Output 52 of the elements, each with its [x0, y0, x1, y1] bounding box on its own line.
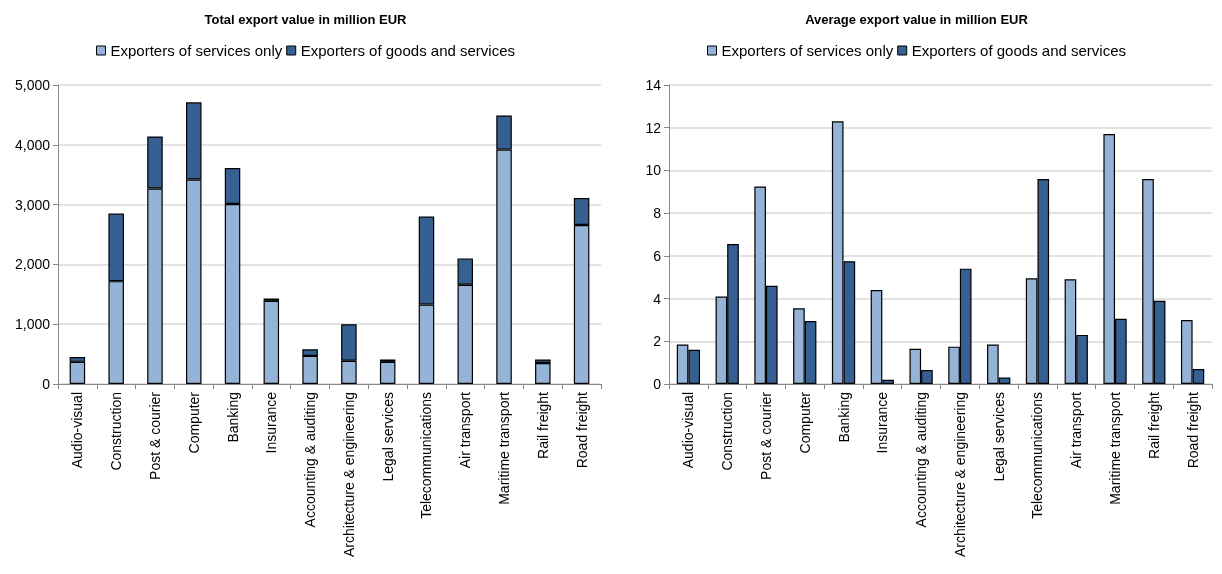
legend-label: Exporters of services only: [721, 42, 894, 59]
y-tick-label: 5,000: [14, 77, 51, 93]
bar: [535, 363, 551, 384]
y-tick-label: 2: [653, 333, 662, 350]
y-tick-label: 2,000: [14, 256, 51, 273]
x-tick-label: Air transport: [457, 391, 474, 469]
y-tick-label: 10: [645, 162, 662, 179]
y-tick-label: 8: [653, 205, 662, 222]
x-tick-label: Construction: [719, 392, 736, 471]
x-tick-label: Post & courier: [146, 391, 163, 480]
y-tick-label: 6: [653, 247, 662, 264]
chart-title: Average export value in million EUR: [805, 12, 1029, 27]
x-tick-label: Accounting & auditing: [913, 392, 930, 528]
x-tick-label: Audio-visual: [680, 392, 697, 469]
x-tick-label: Post & courier: [757, 391, 774, 480]
x-tick-label: Computer: [185, 391, 202, 454]
x-tick-label: Accounting & auditing: [302, 392, 319, 528]
legend-label: Exporters of goods and services: [911, 42, 1127, 59]
x-tick-label: Rail freight: [534, 391, 551, 459]
x-tick-label: Legal services: [379, 392, 396, 482]
x-tick-label: Telecommunications: [418, 392, 435, 519]
legend-label: Exporters of goods and services: [300, 42, 516, 59]
x-tick-label: Computer: [796, 391, 813, 454]
x-tick-label: Banking: [224, 392, 241, 443]
x-tick-label: Insurance: [874, 391, 891, 454]
bar: [69, 361, 86, 384]
x-tick-label: Road freight: [573, 391, 590, 469]
y-tick-label: 3,000: [14, 196, 51, 213]
y-tick-label: 14: [645, 77, 662, 93]
chart-title: Total export value in million EUR: [204, 12, 408, 27]
y-tick-label: 12: [645, 119, 662, 136]
x-tick-label: Rail freight: [1145, 391, 1162, 459]
x-tick-label: Architecture & engineering: [340, 392, 357, 557]
x-tick-label: Maritime transport: [1107, 391, 1124, 505]
y-tick-label: 4: [653, 290, 662, 307]
bar: [379, 361, 396, 384]
y-tick-label: 0: [653, 376, 662, 392]
y-tick-label: 0: [42, 376, 51, 392]
x-tick-label: Construction: [108, 392, 125, 471]
x-tick-label: Maritime transport: [496, 391, 513, 505]
y-tick-label: 1,000: [14, 316, 51, 333]
legend-label: Exporters of services only: [110, 42, 283, 59]
x-tick-label: Architecture & engineering: [951, 392, 968, 557]
x-tick-label: Legal services: [990, 392, 1007, 482]
x-tick-label: Insurance: [263, 391, 280, 454]
y-tick-label: 4,000: [14, 136, 51, 153]
x-tick-label: Road freight: [1184, 391, 1201, 469]
x-tick-label: Audio-visual: [69, 392, 86, 469]
x-tick-label: Air transport: [1068, 391, 1085, 469]
bar: [263, 300, 280, 384]
x-tick-label: Telecommunications: [1029, 392, 1046, 519]
x-tick-label: Banking: [835, 392, 852, 443]
